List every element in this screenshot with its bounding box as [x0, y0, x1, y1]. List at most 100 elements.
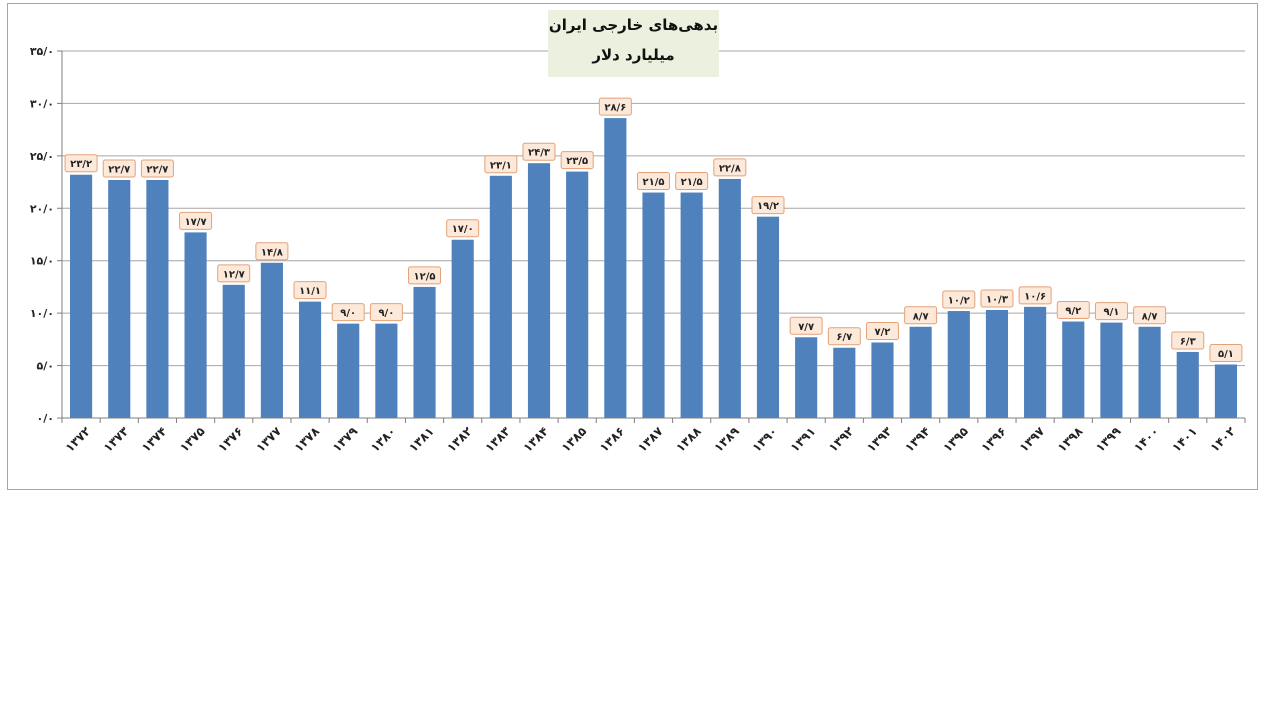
data-label: ۹/۰	[378, 308, 394, 319]
x-tick-label: ۱۳۹۹	[1093, 424, 1124, 455]
bar	[146, 179, 169, 418]
x-tick-label: ۱۳۸۴	[521, 424, 552, 455]
data-label-box	[980, 289, 1014, 308]
data-label-box	[598, 97, 632, 116]
data-label: ۱۱/۱	[299, 286, 321, 297]
data-label: ۶/۷	[836, 332, 852, 343]
y-tick-label: ۵/۰	[37, 360, 54, 373]
data-label-box	[179, 211, 213, 230]
bar	[1138, 326, 1161, 418]
bar	[489, 175, 512, 418]
data-label-box	[865, 322, 899, 341]
bar	[985, 309, 1009, 418]
y-tick-label: ۳۵/۰	[30, 45, 54, 58]
data-label-box	[1209, 344, 1243, 363]
data-label-box	[102, 159, 136, 178]
data-label-box	[751, 196, 785, 215]
chart-subtitle: میلیارد دلار	[592, 46, 675, 64]
x-tick-label: ۱۳۸۳	[482, 424, 513, 455]
bar	[1062, 321, 1085, 418]
x-tick-label: ۱۳۸۵	[559, 424, 590, 455]
y-tick-label: ۰/۰	[37, 412, 54, 425]
data-label-box	[522, 142, 556, 161]
axes: ۰/۰ ۵/۰ ۱۰/۰ ۱۵/۰ ۲۰/۰ ۲۵/۰ ۳۰/۰ ۳۵/۰	[30, 45, 1246, 425]
bar	[756, 216, 780, 418]
x-tick-label: ۱۳۹۶	[978, 424, 1009, 455]
data-label: ۲۲/۷	[108, 164, 130, 175]
y-tick-label: ۲۵/۰	[30, 150, 54, 163]
bar	[680, 192, 703, 418]
data-label-box	[293, 281, 327, 300]
bar	[413, 286, 436, 418]
x-tick-label: ۱۳۸۰	[368, 424, 399, 455]
data-label: ۲۲/۷	[146, 164, 168, 175]
x-tick-label: ۱۳۷۲	[63, 424, 94, 455]
bar	[718, 178, 741, 418]
bar	[451, 239, 474, 418]
data-label: ۱۲/۷	[223, 269, 245, 280]
data-label: ۱۰/۳	[986, 294, 1008, 305]
data-label-box	[1018, 286, 1052, 305]
bar	[70, 174, 93, 418]
data-label-box	[1133, 306, 1167, 325]
bar	[298, 301, 322, 418]
bar	[1100, 322, 1123, 418]
data-label-box	[637, 172, 670, 191]
bar	[1176, 351, 1199, 418]
x-tick-label: ۱۳۹۰	[749, 424, 780, 455]
data-label: ۱۷/۰	[452, 224, 474, 235]
data-label: ۲۱/۵	[643, 177, 665, 188]
data-label: ۸/۷	[1142, 311, 1158, 322]
x-tick-label: ۱۳۹۷	[1017, 424, 1048, 455]
data-label-box	[789, 316, 823, 335]
data-label: ۲۳/۲	[70, 159, 92, 170]
bar	[833, 347, 856, 418]
bars	[70, 118, 1237, 418]
data-label-box	[713, 158, 747, 177]
x-tick-label: ۱۳۷۷	[253, 424, 284, 455]
bar	[337, 323, 360, 418]
x-tick-label: ۱۳۷۶	[215, 424, 246, 455]
x-tick-label: ۱۳۹۳	[864, 424, 895, 455]
bar-chart: ۰/۰۵/۰۱۰/۰۱۵/۰۲۰/۰۲۵/۰۳۰/۰۳۵/۰ ۲۳/۲ ۲۲/۷ ۲…	[30, 45, 1246, 455]
y-tick-label: ۲۰/۰	[30, 202, 54, 215]
data-label-box	[675, 172, 709, 191]
x-tick-label: ۱۴۰۲	[1207, 424, 1238, 455]
data-label: ۹/۰	[340, 308, 356, 319]
bar	[260, 262, 283, 418]
data-label-box	[369, 303, 403, 322]
data-label: ۲۳/۵	[566, 156, 588, 167]
bar	[1214, 364, 1237, 418]
data-label-box	[560, 151, 594, 170]
x-tick-label: ۱۳۷۴	[139, 424, 170, 455]
data-label-box	[140, 159, 174, 178]
x-tick-label: ۱۳۸۸	[673, 424, 704, 455]
data-label: ۱۰/۲	[948, 296, 970, 307]
y-tick-label: ۱۰/۰	[30, 307, 54, 320]
data-label: ۷/۲	[875, 327, 891, 338]
bar	[566, 171, 589, 418]
data-label-box	[827, 327, 861, 346]
data-label: ۱۲/۵	[414, 271, 436, 282]
data-label-box	[904, 306, 938, 325]
data-label-box	[408, 266, 442, 285]
bar	[1024, 306, 1047, 418]
x-tick-label: ۱۳۸۱	[406, 424, 437, 455]
bar	[108, 179, 131, 418]
bar	[222, 284, 245, 418]
x-tick-label: ۱۳۷۵	[177, 424, 208, 455]
x-tick-label: ۱۳۸۷	[635, 424, 666, 455]
data-label: ۲۲/۸	[719, 163, 741, 174]
bar	[642, 192, 665, 418]
data-label: ۸/۷	[913, 311, 929, 322]
bar	[795, 337, 818, 418]
chart-frame: ۰/۰ ۵/۰ ۱۰/۰ ۱۵/۰ ۲۰/۰ ۲۵/۰ ۳۰/۰ ۳۵/۰ ۲۳/۲ ۲۲/۷ ۲…	[7, 3, 1258, 490]
bar	[375, 323, 398, 418]
chart-title: بدهی‌های خارجی ایران	[548, 16, 719, 34]
data-label: ۲۸/۶	[604, 103, 626, 114]
data-label: ۱۴/۸	[261, 247, 283, 258]
data-label-box	[446, 219, 480, 238]
data-label-box	[484, 155, 518, 174]
data-label-box	[64, 154, 98, 173]
x-tick-label: ۱۳۹۴	[902, 424, 933, 455]
